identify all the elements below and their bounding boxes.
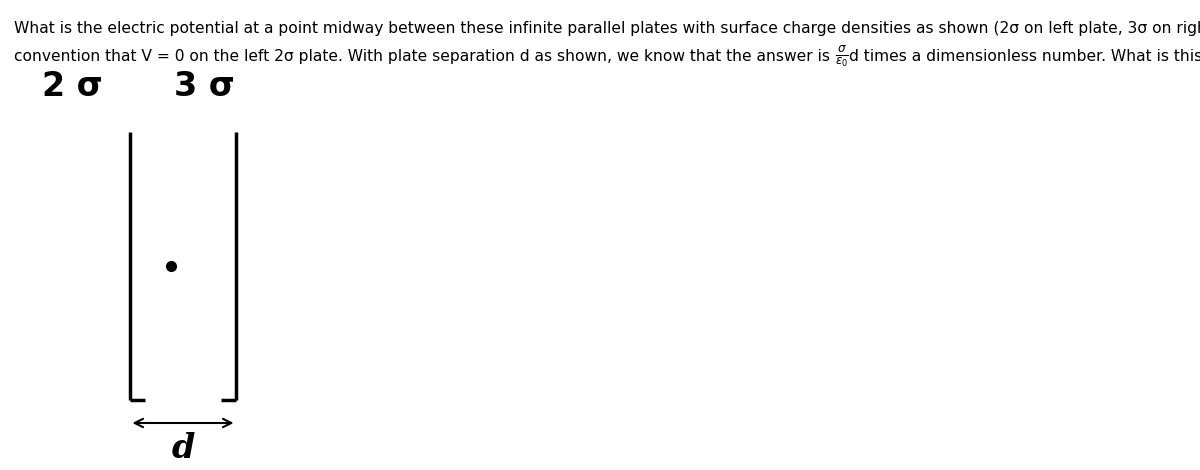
Text: d: d (172, 432, 194, 465)
Text: d times a dimensionless number. What is this dimensionless number?: d times a dimensionless number. What is … (850, 49, 1200, 64)
Text: convention that V = 0 on the left 2σ plate. With plate separation d as shown, we: convention that V = 0 on the left 2σ pla… (14, 49, 835, 64)
Text: 3 σ: 3 σ (174, 70, 235, 103)
Text: 2 σ: 2 σ (42, 70, 103, 103)
Text: $\frac{\sigma}{\varepsilon_0}$: $\frac{\sigma}{\varepsilon_0}$ (835, 44, 850, 69)
Text: What is the electric potential at a point midway between these infinite parallel: What is the electric potential at a poin… (14, 21, 1200, 36)
